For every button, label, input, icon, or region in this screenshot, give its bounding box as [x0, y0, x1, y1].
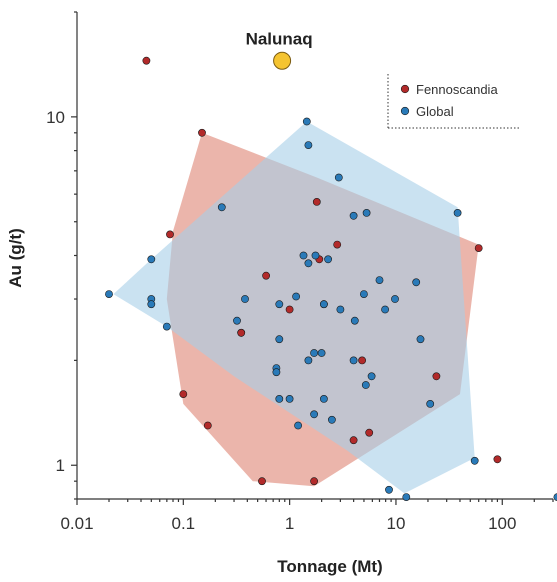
y-axis-title: Au (g/t) — [6, 228, 25, 287]
x-axis-title: Tonnage (Mt) — [277, 557, 382, 576]
x-tick-label: 0.1 — [171, 514, 195, 533]
global-point — [294, 421, 302, 430]
global-point — [275, 300, 284, 309]
fennoscandia-point — [474, 244, 483, 252]
global-point — [336, 305, 345, 314]
global-point — [217, 203, 226, 212]
global-point — [285, 394, 294, 403]
x-tick-label: 10 — [386, 514, 405, 533]
points-layer — [105, 56, 557, 501]
global-point — [319, 300, 328, 309]
global-point — [105, 290, 113, 298]
fennoscandia-point — [310, 477, 318, 486]
global-point — [310, 410, 318, 419]
fennoscandia-point — [262, 271, 270, 280]
tick-layer: 0.01 0.1 1 10 100 1 10 — [46, 11, 554, 533]
global-point — [299, 251, 308, 260]
fennoscandia-point — [237, 328, 246, 337]
global-point — [350, 316, 359, 325]
fennoscandia-point — [198, 128, 206, 137]
global-point — [367, 372, 376, 381]
global-point — [416, 335, 425, 344]
global-point — [304, 259, 313, 268]
fennoscandia-point — [179, 390, 188, 398]
global-point — [162, 322, 171, 331]
legend-swatch-fennoscandia — [400, 84, 410, 94]
fennoscandia-point — [432, 372, 441, 381]
hull-global — [113, 121, 475, 494]
fennoscandia-point — [166, 230, 174, 239]
global-point — [319, 394, 328, 403]
annotation-group: Nalunaq — [246, 30, 313, 70]
global-point — [241, 295, 249, 303]
global-point — [402, 493, 411, 501]
global-point — [311, 251, 320, 260]
global-point — [275, 394, 284, 403]
global-point — [324, 255, 332, 264]
global-point — [553, 493, 557, 501]
global-point — [304, 141, 313, 149]
global-point — [453, 208, 462, 217]
global-point — [334, 173, 343, 182]
global-point — [147, 300, 156, 309]
fennoscandia-point — [349, 436, 358, 445]
fennoscandia-point — [258, 477, 266, 486]
nalunaq-marker — [273, 51, 292, 70]
global-point — [292, 292, 300, 301]
global-point — [349, 211, 358, 220]
global-point — [359, 290, 368, 298]
x-tick-label: 1 — [285, 514, 294, 533]
global-point — [375, 276, 384, 284]
global-point — [272, 368, 281, 377]
fennoscandia-point — [333, 240, 342, 249]
fennoscandia-point — [285, 305, 294, 314]
fennoscandia-point — [365, 428, 374, 437]
global-point — [426, 399, 435, 408]
fennoscandia-point — [358, 356, 366, 365]
fennoscandia-point — [312, 197, 321, 206]
global-point — [275, 335, 284, 344]
global-point — [361, 381, 370, 389]
global-point — [302, 117, 311, 126]
nalunaq-label: Nalunaq — [246, 30, 313, 49]
hull-layer — [113, 121, 479, 494]
y-tick-label: 10 — [46, 108, 65, 127]
global-point — [304, 356, 313, 365]
global-point — [349, 356, 358, 365]
global-point — [317, 349, 326, 357]
global-point — [310, 349, 318, 357]
legend: Fennoscandia Global — [387, 74, 520, 129]
global-point — [233, 316, 241, 325]
y-tick-label: 1 — [56, 456, 65, 475]
x-tick-label: 100 — [488, 514, 516, 533]
fennoscandia-point — [493, 455, 502, 464]
legend-swatch-global — [400, 106, 410, 116]
legend-label-global: Global — [416, 104, 454, 119]
fennoscandia-point — [142, 56, 151, 65]
global-point — [412, 278, 421, 287]
global-point — [470, 456, 479, 465]
fennoscandia-point — [203, 421, 212, 430]
global-point — [381, 305, 389, 314]
legend-label-fennoscandia: Fennoscandia — [416, 82, 498, 97]
global-point — [147, 255, 156, 264]
x-tick-label: 0.01 — [60, 514, 93, 533]
global-point — [362, 208, 371, 217]
global-point — [327, 415, 336, 424]
global-point — [385, 485, 393, 494]
global-point — [391, 295, 399, 303]
